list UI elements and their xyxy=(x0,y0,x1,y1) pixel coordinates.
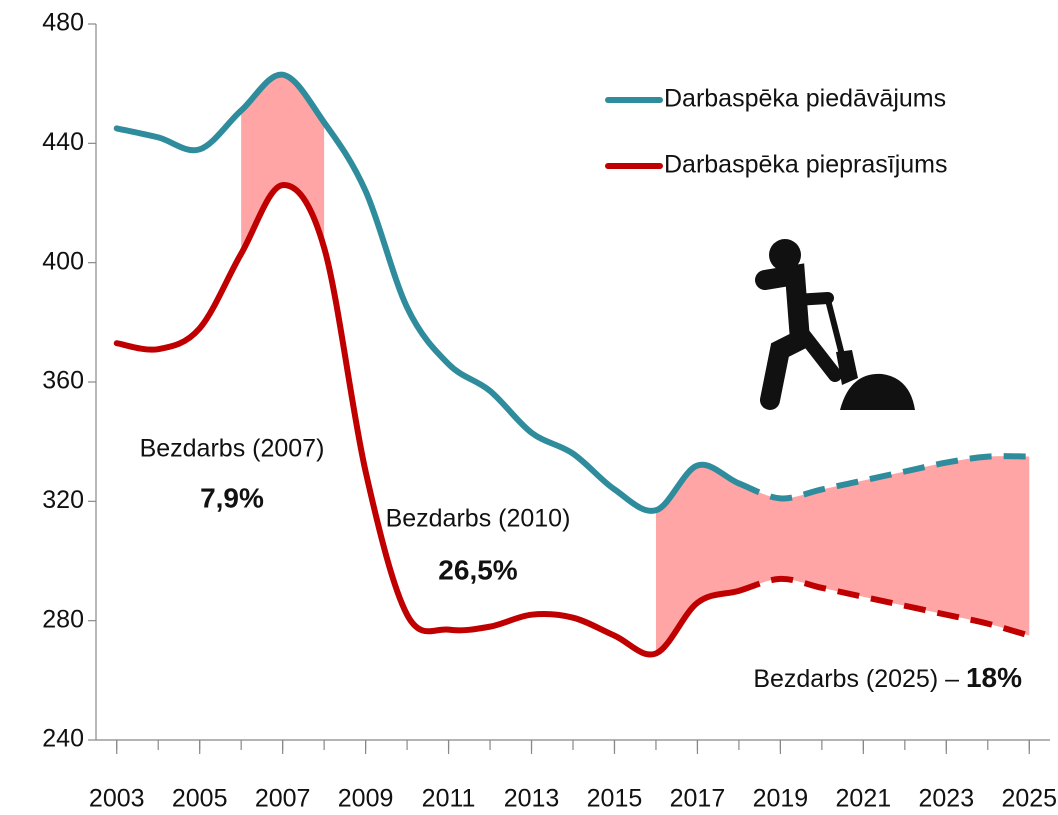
annotation-text: Bezdarbs (2010) xyxy=(386,505,571,533)
y-tick-label: 320 xyxy=(42,486,84,514)
y-tick-label: 280 xyxy=(42,605,84,633)
x-tick-label: 2007 xyxy=(255,785,311,813)
annotation-text: Bezdarbs (2025) – 18% xyxy=(753,662,1022,693)
annotation-text-part: Bezdarbs (2025) – xyxy=(753,665,966,693)
x-tick-label: 2009 xyxy=(338,785,394,813)
legend-label: Darbaspēka pieprasījums xyxy=(664,151,947,179)
x-tick-label: 2025 xyxy=(1001,785,1057,813)
x-tick-label: 2023 xyxy=(918,785,974,813)
x-tick-label: 2011 xyxy=(422,785,476,813)
x-tick-label: 2003 xyxy=(89,785,145,813)
annotation-value: 7,9% xyxy=(200,482,264,513)
y-tick-label: 440 xyxy=(42,128,84,156)
y-tick-label: 360 xyxy=(42,367,84,395)
legend-label: Darbaspēka piedāvājums xyxy=(664,85,946,113)
series-line xyxy=(113,71,742,514)
shaded-gap xyxy=(655,456,1030,654)
series-line xyxy=(113,182,742,658)
y-tick-label: 240 xyxy=(42,725,84,753)
y-tick-label: 480 xyxy=(42,9,84,37)
x-tick-label: 2015 xyxy=(587,785,643,813)
x-tick-label: 2021 xyxy=(836,785,892,813)
plot: 240 280 320 360 400 440 480 2003 2005 2007 2009 201… xyxy=(42,9,1057,813)
series-line-forecast xyxy=(738,575,1031,639)
annotation-value: 26,5% xyxy=(438,554,517,585)
y-tick-label: 400 xyxy=(42,247,84,275)
x-tick-label: 2017 xyxy=(670,785,726,813)
annotation-text: Bezdarbs (2007) xyxy=(140,435,325,463)
x-tick-label: 2019 xyxy=(753,785,809,813)
x-tick-label: 2005 xyxy=(172,785,228,813)
digging-icon xyxy=(755,239,915,410)
series-line-forecast xyxy=(737,453,1030,502)
x-tick-label: 2013 xyxy=(504,785,560,813)
annotation-value: 18% xyxy=(966,662,1022,693)
